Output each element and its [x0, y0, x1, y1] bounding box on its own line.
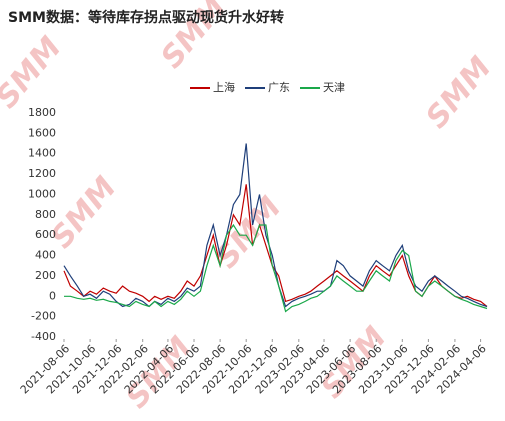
chart-title: SMM数据：等待库存拐点驱动现货升水好转 [8, 9, 284, 26]
y-tick-label: 0 [49, 289, 56, 302]
legend-label: 上海 [213, 80, 235, 94]
y-tick-label: 800 [35, 208, 56, 221]
line-series [64, 223, 488, 313]
y-tick-label: 200 [35, 269, 56, 282]
y-tick-label: 1400 [28, 147, 56, 160]
y-tick-label: 1200 [28, 167, 56, 180]
legend-label: 天津 [323, 81, 345, 94]
y-tick-label: -400 [31, 330, 56, 343]
y-tick-label: 1800 [28, 106, 56, 119]
watermark: SMM [44, 170, 123, 255]
y-tick-label: 1600 [28, 126, 56, 139]
legend-label: 广东 [268, 81, 290, 94]
watermark: SMM [119, 330, 198, 415]
watermark: SMM [0, 30, 68, 115]
y-tick-label: 600 [35, 228, 56, 241]
watermark: SMM [419, 50, 498, 135]
y-tick-label: 400 [35, 249, 56, 262]
line-series [63, 143, 488, 308]
y-tick-label: -200 [31, 310, 56, 323]
y-tick-label: 1000 [28, 187, 56, 200]
